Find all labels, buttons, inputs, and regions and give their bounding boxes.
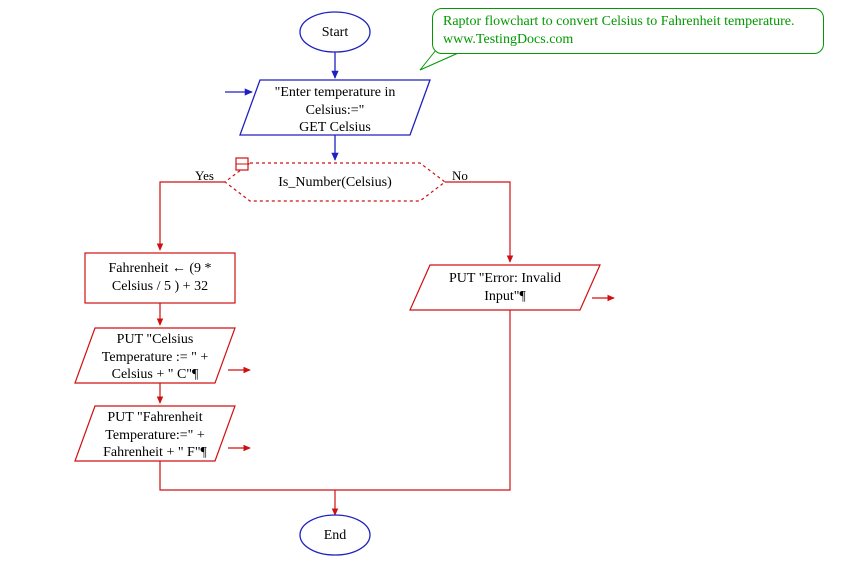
err-label: PUT "Error: Invalid Input"¶ [430,270,580,305]
out1-label: PUT "Celsius Temperature := " + Celsius … [85,331,225,384]
out2-label: PUT "Fahrenheit Temperature:=" + Fahrenh… [85,409,225,462]
decision-label: Is_Number(Celsius) [260,174,410,192]
input-label: "Enter temperature in Celsius:=" GET Cel… [255,84,415,137]
assign-label: Fahrenheit ← (9 * Celsius / 5 ) + 32 [90,260,230,295]
no-label: No [452,168,468,184]
callout-box: Raptor flowchart to convert Celsius to F… [432,8,824,54]
yes-label: Yes [195,168,214,184]
end-label: End [300,527,370,545]
start-label: Start [300,24,370,42]
